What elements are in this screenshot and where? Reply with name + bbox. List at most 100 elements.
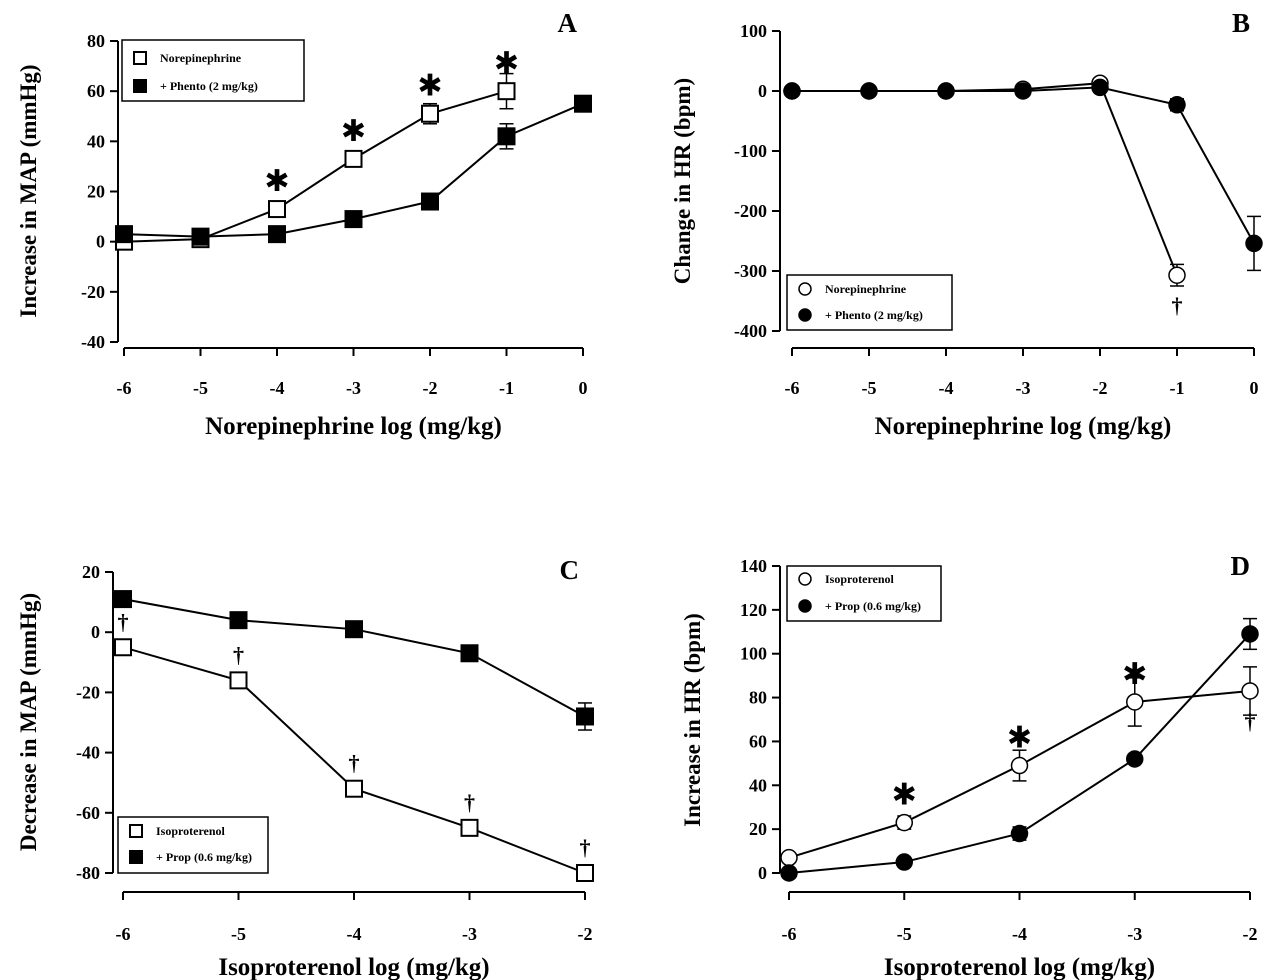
panel-b: -400 -300 -200 -100 0 100 -6 -5 -4 -3 -2 -1 0 Norepin…	[670, 8, 1263, 440]
data-point	[344, 210, 363, 229]
x-axis-label: Norepinephrine log (mg/kg)	[205, 413, 502, 440]
data-point	[229, 671, 248, 690]
y-tick-label: -40	[81, 332, 105, 352]
legend-marker	[798, 572, 812, 586]
x-tick-label: 0	[579, 378, 588, 398]
series-treated	[783, 78, 1263, 272]
significance-dagger: †	[118, 609, 129, 634]
y-tick-label: -200	[734, 201, 767, 221]
x-tick-label: -6	[785, 378, 800, 398]
legend-label: Norepinephrine	[825, 282, 907, 296]
legend-marker	[798, 308, 812, 322]
y-tick-label: -300	[734, 261, 767, 281]
y-axis-label: Change in HR (bpm)	[670, 78, 695, 284]
y-tick-label: 0	[91, 622, 100, 642]
data-point	[421, 104, 439, 123]
x-axis-label: Norepinephrine log (mg/kg)	[875, 413, 1172, 440]
y-tick-label: 0	[96, 232, 105, 252]
legend-label: Isoproterenol	[825, 572, 895, 586]
data-point	[1126, 693, 1144, 711]
legend-marker	[798, 599, 812, 613]
series-treated	[780, 617, 1259, 882]
data-point	[191, 227, 210, 246]
legend-label: Norepinephrine	[160, 51, 242, 65]
x-tick-label: -2	[1243, 924, 1258, 944]
series-control	[783, 74, 1186, 287]
significance-dagger: †	[349, 751, 360, 776]
series-control	[115, 72, 516, 251]
panel-c: -80 -60 -40 -20 0 20 -6 -5 -4 -3 -2 Isoproterenol l…	[16, 555, 594, 980]
x-tick-label: -6	[117, 378, 132, 398]
x-tick-label: -1	[499, 378, 514, 398]
data-point	[1010, 756, 1029, 775]
x-tick-label: -2	[578, 924, 593, 944]
series-treated	[115, 94, 592, 246]
series-line	[123, 90, 507, 243]
significance-star: ✱	[341, 114, 366, 149]
x-tick-label: -3	[346, 378, 361, 398]
x-tick-label: -3	[462, 924, 477, 944]
data-point	[460, 644, 479, 663]
data-point	[1241, 625, 1259, 643]
legend-label: + Prop (0.6 mg/kg)	[825, 599, 921, 613]
y-tick-label: 20	[749, 819, 767, 839]
legend-box	[121, 39, 305, 102]
data-point	[576, 864, 594, 882]
significance-dagger: †	[1172, 293, 1183, 318]
data-point	[115, 225, 133, 244]
data-point	[1168, 96, 1186, 114]
data-point	[1010, 824, 1029, 843]
y-tick-label: 120	[740, 600, 767, 620]
y-tick-label: 100	[740, 21, 767, 41]
y-tick-label: 20	[87, 182, 105, 202]
data-point	[1245, 234, 1263, 253]
legend-marker	[133, 51, 147, 65]
data-point	[1168, 266, 1186, 284]
series-treated	[114, 590, 594, 731]
y-tick-label: 40	[87, 131, 105, 151]
data-point	[497, 82, 516, 101]
data-point	[783, 82, 801, 100]
y-tick-label: -20	[76, 682, 100, 702]
series-line	[792, 82, 1178, 276]
legend: Isoproterenol + Prop (0.6 mg/kg)	[117, 816, 269, 874]
x-tick-label: -5	[862, 378, 877, 398]
legend-marker	[129, 824, 143, 838]
x-tick-label: -4	[347, 924, 362, 944]
significance-star: ✱	[1122, 657, 1147, 692]
x-tick-label: -4	[270, 378, 285, 398]
x-tick-label: -5	[231, 924, 246, 944]
legend-marker	[798, 282, 812, 296]
y-tick-label: 80	[749, 688, 767, 708]
data-point	[114, 590, 132, 609]
legend-marker	[133, 79, 147, 93]
legend: Norepinephrine + Phento (2 mg/kg)	[786, 274, 953, 331]
x-tick-label: -6	[782, 924, 797, 944]
x-tick-label: -6	[116, 924, 131, 944]
data-point	[114, 638, 132, 657]
data-point	[345, 779, 363, 798]
data-point	[860, 82, 878, 100]
data-point	[497, 127, 516, 146]
significance-star: ✱	[417, 69, 442, 104]
data-point	[574, 94, 592, 113]
y-tick-label: -20	[81, 282, 105, 302]
y-tick-label: -60	[76, 803, 100, 823]
data-point	[460, 818, 479, 837]
y-axis-label: Increase in HR (bpm)	[680, 613, 705, 827]
significance-dagger: †	[233, 642, 244, 667]
legend-label: + Phento (2 mg/kg)	[160, 79, 258, 93]
y-axis-label: Decrease in MAP (mmHg)	[16, 593, 41, 851]
data-point	[937, 82, 955, 100]
x-tick-label: -2	[423, 378, 438, 398]
y-tick-label: -100	[734, 141, 767, 161]
legend-marker	[129, 850, 143, 864]
x-tick-label: -3	[1016, 378, 1031, 398]
significance-dagger: †	[1245, 709, 1256, 734]
panel-letter: B	[1232, 8, 1250, 38]
significance-star: ✱	[892, 778, 917, 813]
x-tick-label: -3	[1127, 924, 1142, 944]
panel-d: 0 20 40 60 80 100 120 140 -6 -5 -4 -3 -2 Isoprotereno…	[680, 551, 1259, 980]
legend-label: + Phento (2 mg/kg)	[825, 308, 923, 322]
significance-star: ✱	[264, 164, 289, 199]
